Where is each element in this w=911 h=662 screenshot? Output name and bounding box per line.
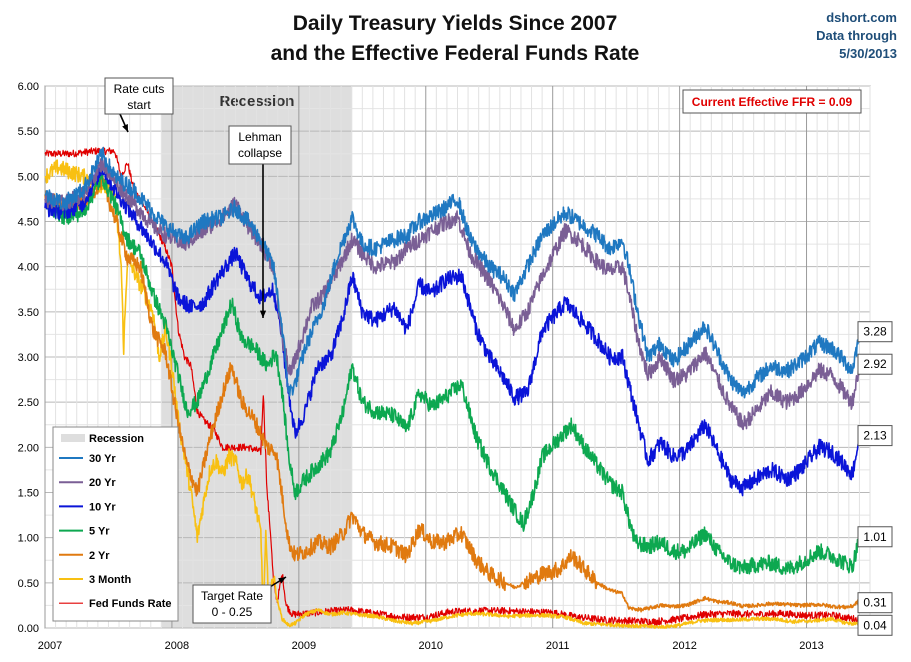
legend-item-recession: Recession — [61, 433, 144, 445]
legend-label: 2 Yr — [89, 550, 110, 562]
series-line-20-yr — [44, 156, 861, 431]
annotations: Rate cuts start Lehman collapse Target Rate 0… — [104, 77, 292, 624]
x-tick-label: 2009 — [292, 640, 316, 652]
x-tick-label: 2007 — [38, 640, 62, 652]
x-axis: 2007 2008 2009 2010 2011 2012 2013 — [38, 640, 824, 652]
annotation-text: Target Rate — [201, 589, 263, 603]
ffr-box-text: Current Effective FFR = 0.09 — [692, 95, 853, 109]
end-labels: 3.28 2.92 2.13 1.01 0.31 0.04 — [857, 321, 893, 636]
legend-label: 20 Yr — [89, 477, 116, 489]
annotation-box — [228, 125, 292, 165]
y-tick-label: 2.00 — [18, 442, 39, 454]
x-tick-label: 2013 — [799, 640, 823, 652]
y-tick-label: 5.50 — [18, 126, 39, 138]
series-line-5-yr — [44, 169, 861, 575]
end-label-box — [857, 614, 893, 636]
legend-label: 5 Yr — [89, 526, 110, 538]
legend-label: Recession — [89, 433, 144, 445]
annotation-target-rate: Target Rate 0 - 0.25 — [192, 576, 287, 624]
title-line-0: Daily Treasury Yields Since 2007 — [293, 12, 618, 35]
y-axis: 0.00 0.50 1.00 1.50 2.00 2.50 3.00 3.50 4.00 4.50… — [18, 81, 39, 635]
source-line-0: dshort.com — [826, 10, 897, 25]
chart-source: dshort.com Data through 5/30/2013 — [816, 10, 897, 61]
annotation-text: Rate cuts — [114, 82, 165, 96]
legend: Recession 30 Yr 20 Yr 10 Yr 5 Yr 2 Yr 3 Month F… — [52, 426, 179, 622]
series-line-fed-funds-rate — [44, 146, 861, 626]
y-tick-label: 1.50 — [18, 488, 39, 500]
end-label-box — [857, 526, 893, 548]
legend-item-10-yr: 10 Yr — [59, 501, 116, 513]
ffr-box-frame — [682, 89, 862, 114]
annotation-box — [192, 584, 272, 624]
x-tick-label: 2012 — [672, 640, 696, 652]
y-tick-label: 4.50 — [18, 217, 39, 229]
y-tick-label: 0.50 — [18, 578, 39, 590]
end-label-5-yr: 1.01 — [857, 526, 893, 548]
end-label-2-yr: 0.31 — [857, 592, 893, 614]
end-label-30-yr: 3.28 — [857, 321, 893, 343]
x-tick-label: 2008 — [165, 640, 189, 652]
annotation-rate-cuts: Rate cuts start — [104, 77, 174, 133]
end-label-text: 2.92 — [863, 357, 887, 371]
ffr-box: Current Effective FFR = 0.09 — [682, 89, 862, 114]
legend-item-20-yr: 20 Yr — [59, 477, 116, 489]
series-line-30-yr — [44, 146, 861, 399]
y-tick-label: 1.00 — [18, 533, 39, 545]
legend-label: Fed Funds Rate — [89, 598, 172, 610]
annotation-arrow-head — [278, 577, 286, 584]
end-label-box — [857, 425, 893, 447]
end-label-text: 0.04 — [863, 618, 887, 632]
y-tick-label: 3.50 — [18, 307, 39, 319]
legend-label: 10 Yr — [89, 501, 116, 513]
source-line-1: Data through — [816, 28, 897, 43]
y-tick-label: 6.00 — [18, 81, 39, 93]
legend-frame — [52, 426, 179, 622]
annotation-lehman: Lehman collapse — [228, 125, 292, 318]
y-tick-label: 5.00 — [18, 171, 39, 183]
end-label-3-month: 0.04 — [857, 614, 893, 636]
end-label-box — [857, 321, 893, 343]
legend-item-3-month: 3 Month — [59, 574, 131, 586]
annotation-text: start — [127, 98, 151, 112]
x-tick-label: 2010 — [419, 640, 443, 652]
end-label-20-yr: 2.92 — [857, 353, 893, 375]
legend-swatch — [61, 434, 85, 442]
annotation-box — [104, 77, 174, 115]
end-label-text: 1.01 — [863, 530, 887, 544]
annotation-text: collapse — [238, 146, 282, 160]
legend-item-fed-funds-rate: Fed Funds Rate — [59, 598, 172, 610]
y-tick-label: 3.00 — [18, 352, 39, 364]
end-label-box — [857, 353, 893, 375]
y-tick-label: 4.00 — [18, 262, 39, 274]
legend-item-5-yr: 5 Yr — [59, 526, 110, 538]
title-line-1: and the Effective Federal Funds Rate — [271, 42, 640, 65]
y-tick-label: 0.00 — [18, 623, 39, 635]
end-label-text: 3.28 — [863, 325, 887, 339]
legend-item-30-yr: 30 Yr — [59, 453, 116, 465]
source-line-2: 5/30/2013 — [839, 46, 897, 61]
annotation-arrow-head — [122, 124, 128, 132]
series-lines — [44, 146, 861, 629]
annotation-text: 0 - 0.25 — [212, 605, 253, 619]
end-label-box — [857, 592, 893, 614]
legend-label: 30 Yr — [89, 453, 116, 465]
end-label-text: 0.31 — [863, 596, 887, 610]
legend-label: 3 Month — [89, 574, 131, 586]
chart-title: Daily Treasury Yields Since 2007 and the … — [271, 12, 640, 65]
y-tick-label: 2.50 — [18, 397, 39, 409]
legend-item-2-yr: 2 Yr — [59, 550, 110, 562]
x-tick-label: 2011 — [546, 640, 570, 652]
end-label-10-yr: 2.13 — [857, 425, 893, 447]
annotation-text: Lehman — [238, 130, 281, 144]
series-line-10-yr — [44, 166, 861, 497]
annotation-arrow-head — [259, 310, 267, 318]
series-line-2-yr — [44, 172, 861, 613]
end-label-text: 2.13 — [863, 429, 887, 443]
